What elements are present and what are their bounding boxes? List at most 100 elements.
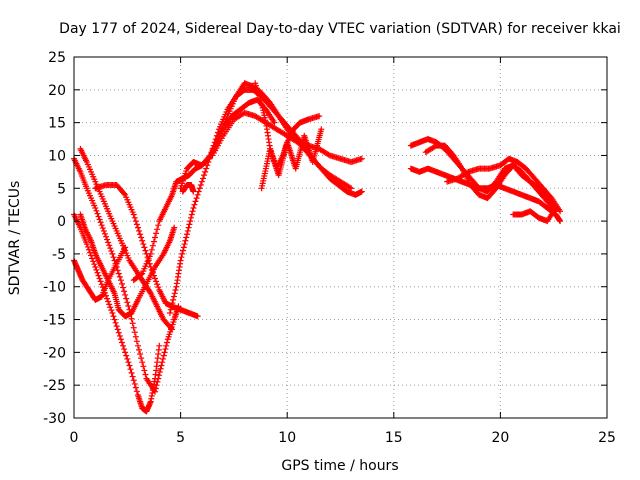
data-point-interp — [112, 319, 119, 326]
data-point-interp — [181, 241, 188, 248]
data-point-interp — [121, 346, 128, 353]
data-point-interp — [115, 329, 122, 336]
data-point-interp — [102, 233, 109, 240]
plot-frame — [73, 56, 608, 419]
data-point — [139, 237, 146, 244]
data-point-interp — [95, 272, 102, 279]
data-point-interp — [127, 366, 134, 373]
data-point-interp — [137, 351, 144, 358]
x-tick-label: 15 — [385, 430, 403, 446]
series-pass-2 — [71, 155, 182, 395]
data-point-interp — [98, 222, 105, 229]
data-point-interp — [157, 365, 164, 372]
x-tick-label: 25 — [598, 430, 616, 446]
data-point — [117, 277, 124, 284]
data-point-interp — [189, 208, 196, 215]
data-point-interp — [163, 342, 170, 349]
data-point-interp — [192, 198, 199, 205]
data-point-interp — [125, 359, 132, 366]
data-point — [147, 250, 154, 257]
data-point — [177, 257, 184, 264]
data-point-interp — [161, 349, 168, 356]
data-point-interp — [138, 355, 145, 362]
data-point-interp — [133, 338, 140, 345]
data-point-interp — [134, 224, 141, 231]
data-point — [92, 264, 99, 271]
data-point-interp — [113, 323, 120, 330]
data-point-interp — [93, 207, 100, 214]
data-point-interp — [194, 191, 201, 198]
data-point — [156, 342, 163, 349]
data-point-interp — [159, 359, 166, 366]
data-point-interp — [150, 272, 157, 279]
data-point-interp — [105, 239, 112, 246]
data-point-interp — [202, 168, 209, 175]
data-point — [557, 218, 564, 225]
data-point — [109, 250, 116, 257]
axis-ticks: 0 5 10 15 20 25 -30 -25 -20 -15 -10 -5 0 5 10 15 20 25 — [43, 50, 616, 446]
data-point-interp — [131, 214, 138, 221]
data-point — [552, 204, 559, 211]
x-tick-label: 10 — [278, 430, 296, 446]
data-point-interp — [169, 300, 176, 307]
data-point-interp — [186, 221, 193, 228]
data-point-interp — [155, 375, 162, 382]
data-point — [198, 178, 205, 185]
data-point — [134, 342, 141, 349]
data-point — [117, 336, 124, 343]
data-point — [126, 362, 133, 369]
y-axis-label: SDTVAR / TECUs — [7, 181, 23, 296]
data-point-interp — [133, 221, 140, 228]
data-point-interp — [160, 355, 167, 362]
data-point-interp — [142, 371, 149, 378]
data-point — [122, 244, 129, 251]
data-point-interp — [164, 339, 171, 346]
data-point-interp — [102, 292, 109, 299]
data-point-interp — [153, 230, 160, 237]
data-point-interp — [125, 303, 132, 310]
data-point-interp — [90, 258, 97, 265]
data-point-interp — [141, 367, 148, 374]
data-point-interp — [107, 245, 114, 252]
y-tick-label: 25 — [48, 50, 66, 66]
data-point-interp — [180, 244, 187, 251]
series-pass-18 — [179, 181, 197, 195]
data-point-interp — [132, 333, 139, 340]
data-point-interp — [293, 138, 300, 145]
data-point-interp — [99, 225, 106, 232]
y-tick-label: -30 — [43, 411, 66, 427]
data-point-interp — [195, 188, 202, 195]
data-point — [83, 241, 90, 248]
data-point — [358, 155, 365, 162]
data-point-interp — [96, 275, 103, 282]
data-point — [130, 211, 137, 218]
data-point — [147, 264, 154, 271]
data-point-interp — [128, 315, 135, 322]
data-point — [152, 388, 159, 395]
data-point-interp — [155, 222, 162, 229]
data-point-interp — [96, 216, 103, 223]
data-point — [358, 188, 365, 195]
data-point-interp — [123, 352, 130, 359]
data-point-interp — [89, 255, 96, 262]
data-point-interp — [133, 388, 140, 395]
data-point-interp — [91, 261, 98, 268]
data-point-interp — [84, 243, 91, 250]
data-point-interp — [185, 224, 192, 231]
data-point-interp — [204, 162, 211, 169]
data-point-interp — [182, 237, 189, 244]
data-point-interp — [171, 290, 178, 297]
data-point-interp — [94, 210, 101, 217]
data-point-interp — [346, 184, 353, 191]
data-point-interp — [153, 278, 160, 285]
data-point-interp — [128, 369, 135, 376]
data-point-interp — [130, 377, 137, 384]
chart-title: Day 177 of 2024, Sidereal Day-to-day VTE… — [59, 21, 621, 37]
data-point-interp — [139, 359, 146, 366]
data-point-interp — [150, 238, 157, 245]
data-point-interp — [183, 234, 190, 241]
data-point-interp — [122, 349, 129, 356]
data-point-interp — [123, 295, 130, 302]
data-point-interp — [140, 363, 147, 370]
